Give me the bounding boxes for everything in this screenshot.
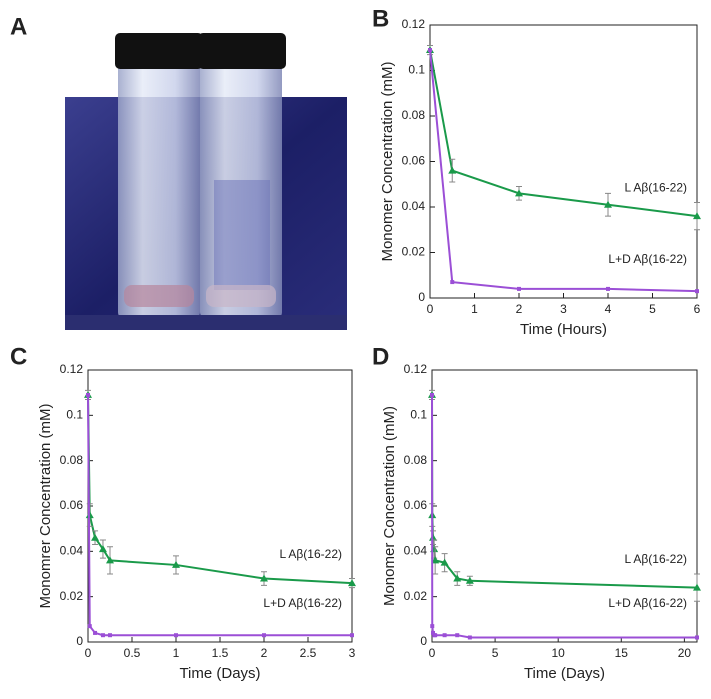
y-tick-label: 0.04 [404, 544, 428, 558]
x-tick-label: 0 [427, 302, 434, 316]
x-tick-label: 0.5 [124, 646, 141, 660]
marker [693, 212, 701, 220]
marker [693, 583, 701, 591]
x-tick-label: 0 [429, 646, 436, 660]
marker [430, 624, 435, 629]
x-tick-label: 1 [173, 646, 180, 660]
marker [440, 558, 449, 566]
panel-label: C [10, 343, 27, 370]
y-tick-label: 0.06 [402, 154, 426, 168]
x-tick-label: 5 [649, 302, 656, 316]
marker [108, 633, 112, 638]
x-tick-label: 2 [516, 302, 523, 316]
y-tick-label: 0 [76, 634, 83, 648]
series-label: L Aβ(16-22) [280, 547, 343, 561]
x-tick-label: 5 [492, 646, 499, 660]
marker [260, 574, 268, 582]
panel-label: B [372, 5, 389, 32]
x-tick-label: 2.5 [300, 646, 317, 660]
marker [174, 633, 178, 638]
marker [448, 166, 457, 174]
marker [350, 633, 354, 638]
marker [604, 200, 612, 208]
y-tick-label: 0.04 [402, 199, 426, 213]
marker [106, 556, 114, 564]
x-tick-label: 1 [471, 302, 478, 316]
y-tick-label: 0.12 [402, 17, 426, 31]
series-label: L+D Aβ(16-22) [263, 596, 342, 610]
y-axis-label: Monomer Concentration (mM) [381, 406, 398, 606]
marker [431, 630, 436, 635]
y-tick-label: 0 [420, 634, 427, 648]
marker [465, 576, 474, 584]
marker [455, 633, 460, 638]
series-label: L+D Aβ(16-22) [608, 596, 687, 610]
series-label: L Aβ(16-22) [625, 552, 688, 566]
y-axis-label: Monomrer Concentration (mM) [37, 403, 54, 608]
x-tick-label: 3 [560, 302, 567, 316]
y-tick-label: 0.08 [404, 453, 428, 467]
y-tick-label: 0.12 [404, 362, 428, 376]
y-tick-label: 0.02 [60, 589, 84, 603]
y-tick-label: 0.08 [402, 108, 426, 122]
x-axis-label: Time (Days) [179, 665, 260, 682]
marker [695, 635, 699, 640]
x-tick-label: 0 [85, 646, 92, 660]
y-tick-label: 0.02 [402, 245, 426, 259]
x-tick-label: 1.5 [212, 646, 229, 660]
series-label: L Aβ(16-22) [625, 180, 688, 194]
marker [606, 286, 610, 291]
y-tick-label: 0.06 [60, 498, 84, 512]
marker [695, 289, 699, 294]
y-tick-label: 0.08 [60, 453, 84, 467]
x-axis-label: Time (Days) [524, 665, 605, 682]
x-tick-label: 3 [349, 646, 356, 660]
x-axis-label: Time (Hours) [520, 321, 607, 338]
y-tick-label: 0.04 [60, 544, 84, 558]
marker [450, 280, 455, 285]
y-tick-label: 0.1 [410, 408, 427, 422]
y-axis-label: Monomer Concentration (mM) [379, 61, 396, 261]
marker [428, 48, 432, 53]
marker [91, 533, 100, 541]
marker [172, 560, 180, 568]
marker [453, 574, 462, 582]
marker [87, 624, 92, 629]
marker [86, 392, 90, 397]
marker [98, 545, 107, 553]
series-label: L+D Aβ(16-22) [608, 252, 687, 266]
panel-label: D [372, 343, 389, 370]
panel-label: A [10, 13, 27, 40]
y-tick-label: 0.02 [404, 589, 428, 603]
x-tick-label: 15 [615, 646, 629, 660]
x-tick-label: 6 [694, 302, 701, 316]
marker [467, 635, 472, 640]
y-tick-label: 0.12 [60, 362, 84, 376]
photo [65, 33, 347, 330]
marker [348, 579, 356, 587]
marker [515, 189, 523, 197]
x-tick-label: 10 [552, 646, 566, 660]
marker [100, 633, 105, 638]
marker [262, 633, 266, 638]
x-tick-label: 4 [605, 302, 612, 316]
y-tick-label: 0 [418, 290, 425, 304]
y-tick-label: 0.06 [404, 498, 428, 512]
y-tick-label: 0.1 [66, 408, 83, 422]
marker [442, 633, 447, 638]
series-line [87, 394, 353, 585]
x-tick-label: 2 [261, 646, 268, 660]
y-tick-label: 0.1 [408, 63, 425, 77]
marker [517, 286, 521, 291]
marker [93, 630, 98, 635]
marker [430, 392, 434, 397]
marker [433, 633, 438, 638]
x-tick-label: 20 [678, 646, 692, 660]
